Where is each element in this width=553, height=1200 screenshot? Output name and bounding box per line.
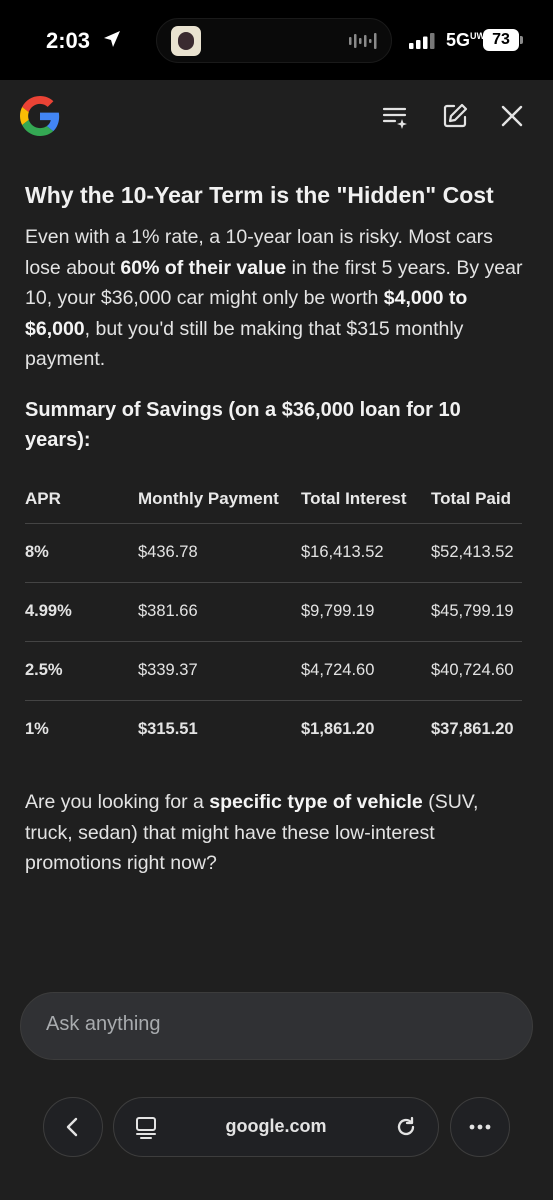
cell-monthly: $436.78 <box>138 522 301 582</box>
status-bar: 2:03 5GUW 73 <box>0 0 553 80</box>
col-header-apr: APR <box>25 488 61 508</box>
chevron-left-icon <box>66 1117 78 1137</box>
google-g-logo[interactable] <box>20 96 60 136</box>
cell-apr: 1% <box>25 699 138 759</box>
dynamic-island[interactable] <box>156 18 392 63</box>
back-button[interactable] <box>43 1097 103 1157</box>
audio-waveform-icon <box>349 33 377 49</box>
col-header-total-interest: Total Interest <box>301 488 407 508</box>
network-type: 5GUW <box>446 30 486 50</box>
battery-indicator: 73 <box>483 29 519 51</box>
refresh-icon[interactable] <box>394 1115 418 1139</box>
savings-table: APR Monthly Payment Total Interest Total… <box>25 475 522 759</box>
cell-monthly: $315.51 <box>138 699 301 759</box>
cell-apr: 4.99% <box>25 581 138 641</box>
list-sparkle-icon <box>382 107 407 129</box>
cell-apr: 2.5% <box>25 640 138 700</box>
close-button[interactable] <box>494 98 530 134</box>
col-header-total-paid: Total Paid <box>431 488 511 508</box>
follow-up-paragraph: Are you looking for a specific type of v… <box>25 791 479 874</box>
table-row: 4.99% $381.66 $9,799.19 $45,799.19 <box>25 581 522 641</box>
table-row: 1% $315.51 $1,861.20 $37,861.20 <box>25 699 522 759</box>
url-text[interactable]: google.com <box>225 1116 327 1136</box>
ask-input[interactable] <box>46 1013 506 1036</box>
edit-button[interactable] <box>437 98 473 134</box>
cell-interest: $1,861.20 <box>301 699 431 759</box>
response-content: Why the 10-Year Term is the "Hidden" Cos… <box>25 178 530 879</box>
battery-nub <box>520 36 523 44</box>
page-info-icon[interactable] <box>134 1115 158 1139</box>
cell-monthly: $339.37 <box>138 640 301 700</box>
list-sparkle-button[interactable] <box>377 98 413 134</box>
cell-interest: $16,413.52 <box>301 522 431 582</box>
cell-total: $52,413.52 <box>431 522 522 582</box>
ask-input-container[interactable] <box>20 992 533 1060</box>
cell-total: $40,724.60 <box>431 640 522 700</box>
cell-total: $37,861.20 <box>431 699 522 759</box>
summary-heading: Summary of Savings (on a $36,000 loan fo… <box>25 398 461 451</box>
table-row: 8% $436.78 $16,413.52 $52,413.52 <box>25 522 522 582</box>
location-arrow-icon <box>104 31 120 47</box>
now-playing-artwork-icon <box>171 26 201 56</box>
cellular-signal-icon <box>409 33 435 49</box>
more-dots-icon <box>469 1124 491 1130</box>
edit-icon <box>443 103 468 128</box>
cell-apr: 8% <box>25 522 138 582</box>
cell-total: $45,799.19 <box>431 581 522 641</box>
more-button[interactable] <box>450 1097 510 1157</box>
status-time: 2:03 <box>46 28 91 53</box>
url-bar[interactable]: google.com <box>113 1097 439 1157</box>
intro-paragraph: Even with a 1% rate, a 10-year loan is r… <box>25 226 523 370</box>
table-header-row: APR Monthly Payment Total Interest Total… <box>25 475 522 524</box>
table-row: 2.5% $339.37 $4,724.60 $40,724.60 <box>25 640 522 700</box>
response-heading: Why the 10-Year Term is the "Hidden" Cos… <box>25 182 494 208</box>
cell-monthly: $381.66 <box>138 581 301 641</box>
col-header-monthly-payment: Monthly Payment <box>138 488 279 508</box>
close-icon <box>501 105 523 127</box>
cell-interest: $9,799.19 <box>301 581 431 641</box>
cell-interest: $4,724.60 <box>301 640 431 700</box>
